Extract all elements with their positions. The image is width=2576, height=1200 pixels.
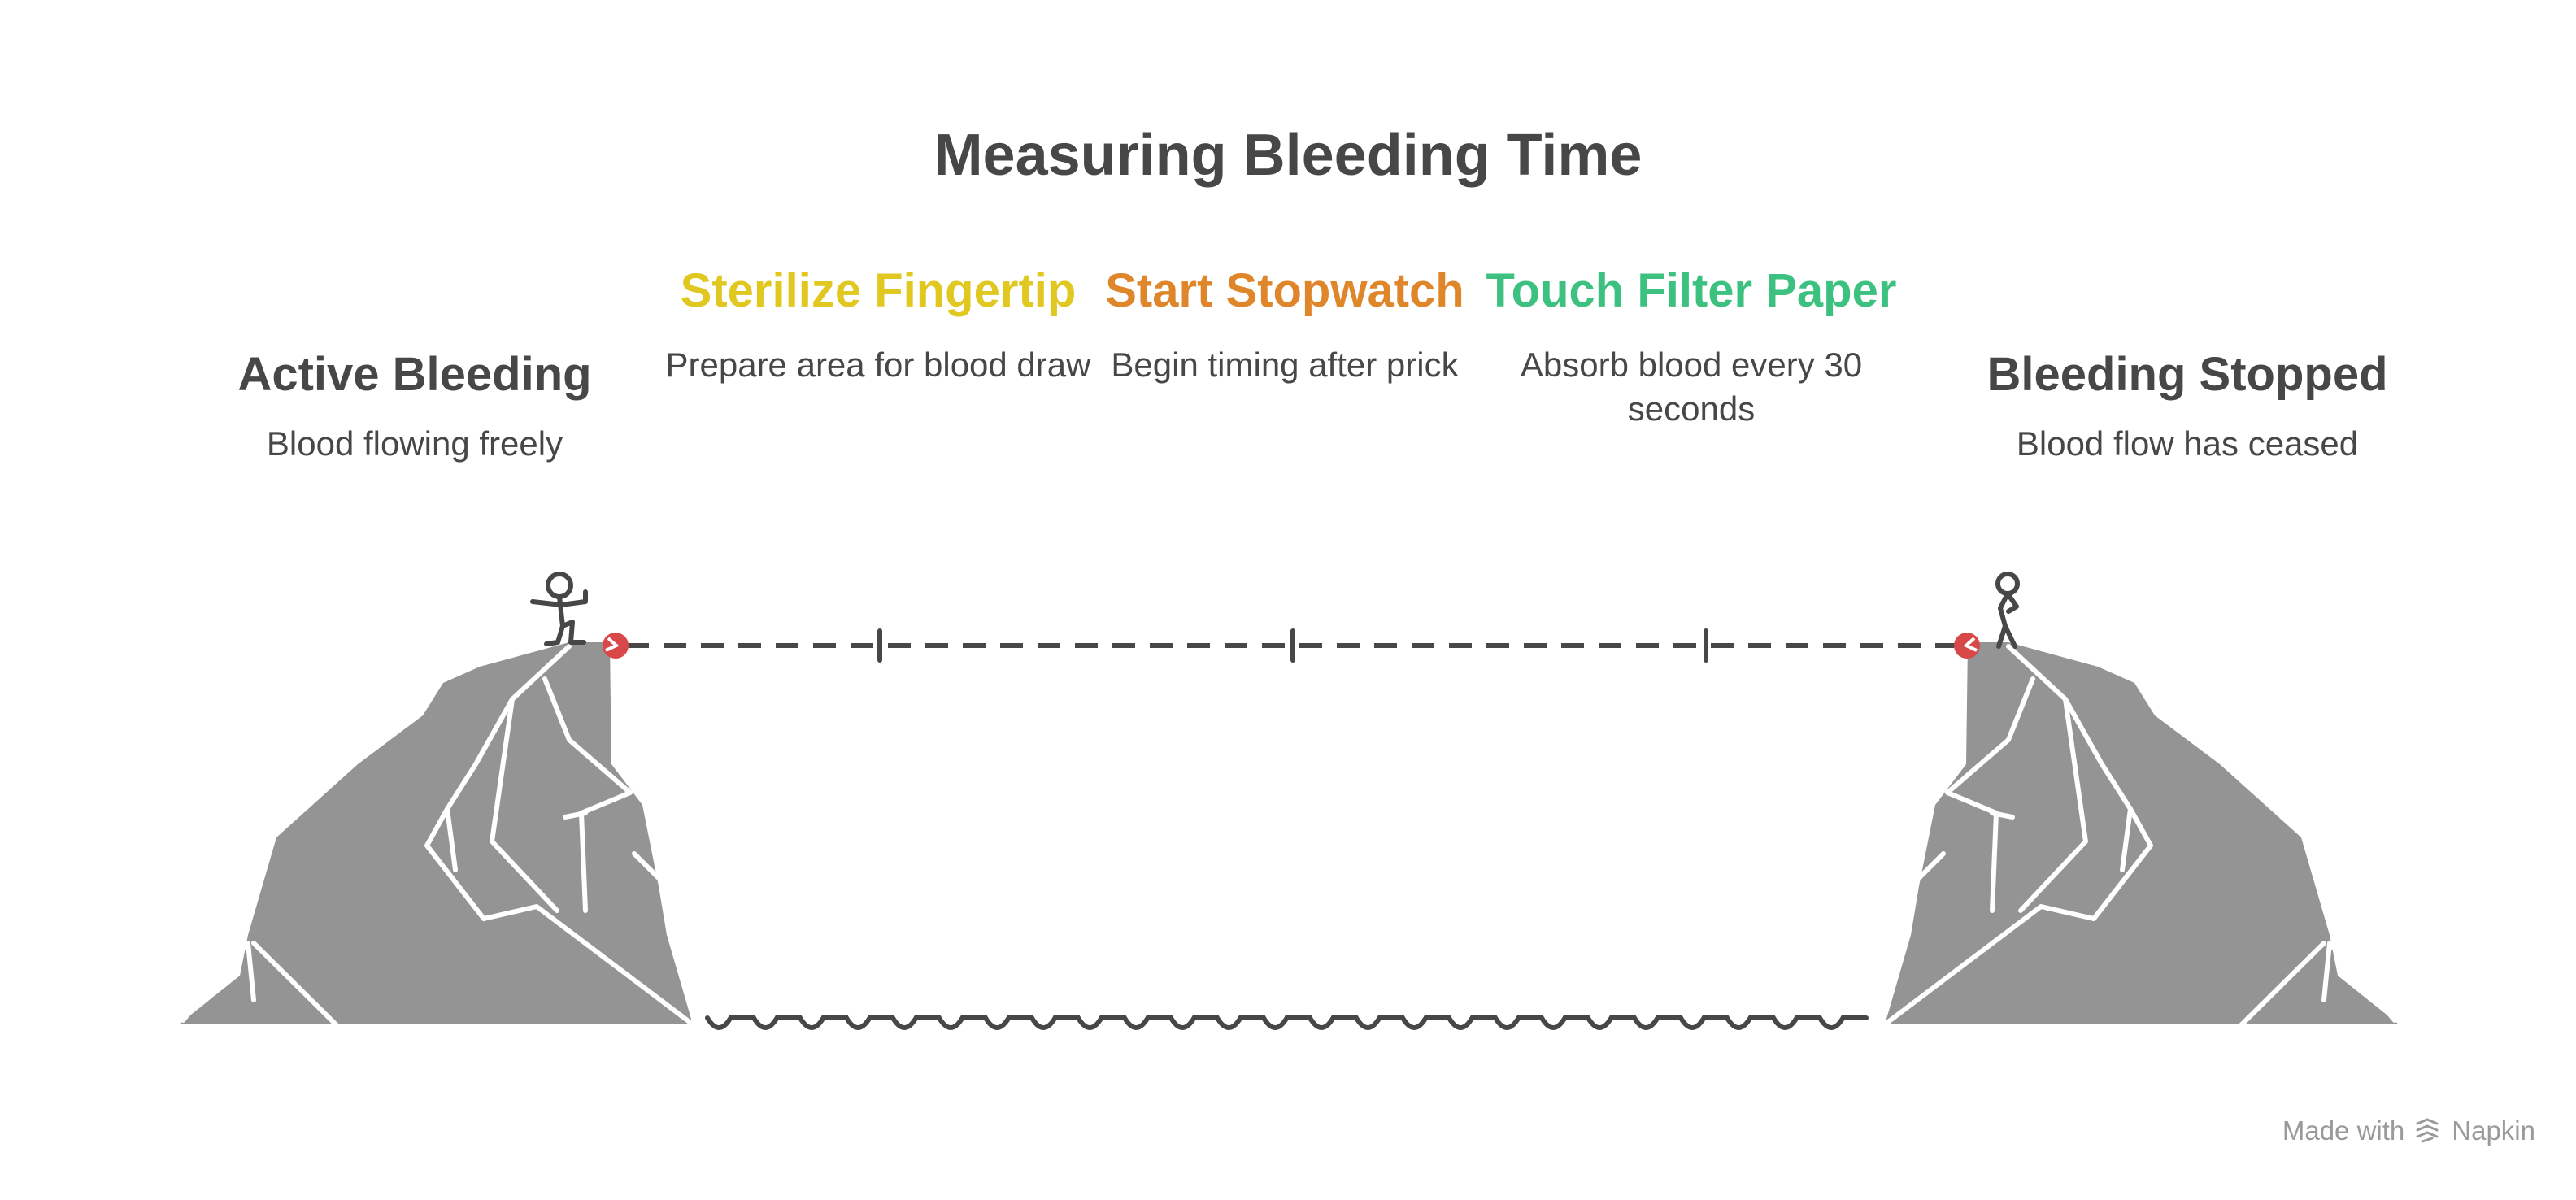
step-sterilize-label: Sterilize Fingertip Prepare area for blo…: [659, 262, 1098, 387]
water-wave-icon: [705, 1015, 1869, 1030]
step-sterilize-heading: Sterilize Fingertip: [680, 264, 1077, 317]
step-filter-heading: Touch Filter Paper: [1486, 264, 1897, 317]
start-label: Active Bleeding Blood flowing freely: [203, 346, 626, 466]
standing-person-icon: [1995, 572, 2020, 649]
left-cliff-icon: [179, 642, 695, 1028]
end-label: Bleeding Stopped Blood flow has ceased: [1943, 346, 2431, 466]
start-heading: Active Bleeding: [237, 348, 592, 401]
step-filter-label: Touch Filter Paper Absorb blood every 30…: [1464, 262, 1919, 431]
start-description: Blood flowing freely: [266, 424, 564, 463]
napkin-logo-icon: [2416, 1118, 2439, 1143]
end-description: Blood flow has ceased: [2016, 424, 2359, 463]
walking-person-icon: [530, 572, 588, 646]
page-title: Measuring Bleeding Time: [933, 123, 1643, 188]
step-stopwatch-heading: Start Stopwatch: [1105, 264, 1464, 317]
right-cliff-icon: [1882, 642, 2399, 1028]
made-with-napkin[interactable]: Made with Napkin: [2282, 1115, 2535, 1146]
napkin-brand-text: Napkin: [2452, 1115, 2535, 1146]
step-stopwatch-description: Begin timing after prick: [1111, 346, 1459, 384]
start-marker-icon: [603, 633, 629, 659]
made-with-text: Made with: [2282, 1115, 2405, 1146]
step-sterilize-description: Prepare area for blood draw: [665, 346, 1091, 384]
step-stopwatch-label: Start Stopwatch Begin timing after prick: [1065, 262, 1504, 387]
end-marker-icon: [1954, 633, 1980, 659]
step-filter-description: Absorb blood every 30 seconds: [1520, 346, 1863, 428]
end-heading: Bleeding Stopped: [1986, 348, 2388, 401]
